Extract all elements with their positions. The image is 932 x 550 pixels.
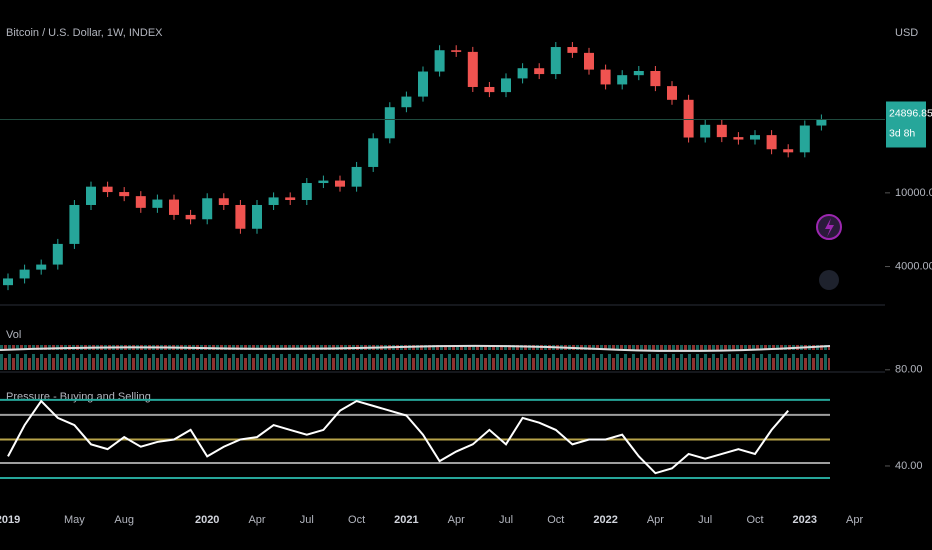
candle — [434, 50, 445, 72]
x-tick-label: Apr — [846, 514, 863, 526]
candle — [401, 96, 412, 108]
candle — [36, 264, 47, 270]
candle — [102, 186, 113, 193]
candle — [185, 214, 196, 220]
candle — [301, 183, 312, 201]
candle — [750, 135, 760, 140]
candle — [135, 196, 146, 208]
candle — [285, 197, 296, 201]
candle — [600, 69, 611, 85]
volume-title: Vol — [6, 329, 21, 341]
candle — [467, 51, 478, 87]
candle — [617, 75, 628, 85]
candle — [318, 180, 329, 184]
candle — [3, 278, 13, 286]
price-tag — [886, 101, 926, 148]
candle — [766, 135, 777, 150]
candle — [501, 78, 511, 93]
x-tick-label: 2020 — [195, 514, 219, 526]
candle — [733, 137, 744, 140]
candle — [683, 99, 694, 138]
lightning-icon — [816, 214, 842, 290]
candle — [335, 180, 345, 187]
candle — [169, 199, 179, 215]
oscillator-title: Pressure - Buying and Selling — [6, 391, 151, 403]
candle — [550, 47, 561, 75]
x-tick-label: Apr — [248, 514, 265, 526]
countdown: 3d 8h — [889, 127, 915, 139]
candle — [268, 197, 279, 205]
candle — [633, 70, 644, 76]
candle — [202, 198, 213, 220]
y-tick-label: 40.00 — [895, 460, 923, 472]
candle — [218, 198, 229, 205]
candle — [567, 47, 578, 53]
y-tick-label: 80.00 — [895, 364, 923, 376]
candle — [418, 71, 428, 97]
x-tick-label: Jul — [300, 514, 314, 526]
candle — [52, 243, 63, 265]
candle — [584, 52, 594, 70]
candle — [119, 192, 130, 197]
y-tick-label: 10000.00 — [895, 187, 932, 199]
volume-ma — [0, 344, 831, 352]
candle — [252, 204, 262, 229]
x-tick-label: Jul — [499, 514, 513, 526]
x-tick-label: 2022 — [593, 514, 617, 526]
y-tick-label: 4000.00 — [895, 260, 932, 272]
candle — [650, 70, 661, 87]
candle — [235, 204, 246, 229]
last-price: 24896.85 — [889, 107, 932, 119]
candle — [351, 166, 362, 187]
candle — [69, 204, 80, 244]
x-tick-label: Jul — [698, 514, 712, 526]
candle — [451, 50, 462, 52]
x-tick-label: 2023 — [793, 514, 817, 526]
x-tick-label: Oct — [547, 514, 564, 526]
x-tick-label: May — [64, 514, 85, 526]
x-tick-label: Apr — [448, 514, 465, 526]
candle — [783, 149, 794, 153]
chart-title: Bitcoin / U.S. Dollar, 1W, INDEX — [6, 27, 163, 39]
x-tick-label: Apr — [647, 514, 664, 526]
candle — [517, 68, 528, 79]
candle — [384, 107, 395, 139]
x-tick-label: Oct — [746, 514, 763, 526]
candle — [799, 125, 810, 153]
x-tick-label: 2019 — [0, 514, 20, 526]
candle — [484, 86, 495, 93]
volume-bars — [0, 345, 830, 370]
candle — [700, 124, 711, 138]
x-tick-label: Oct — [348, 514, 365, 526]
x-tick-label: Aug — [114, 514, 134, 526]
pressure-line — [7, 399, 789, 475]
candle — [19, 269, 30, 279]
candle — [716, 124, 727, 138]
candle — [816, 119, 827, 126]
candle — [368, 138, 379, 167]
candle — [86, 186, 96, 205]
x-tick-label: 2021 — [394, 514, 418, 526]
currency: USD — [895, 27, 918, 39]
candle — [667, 86, 677, 100]
candle — [152, 199, 163, 208]
candle — [534, 68, 545, 75]
